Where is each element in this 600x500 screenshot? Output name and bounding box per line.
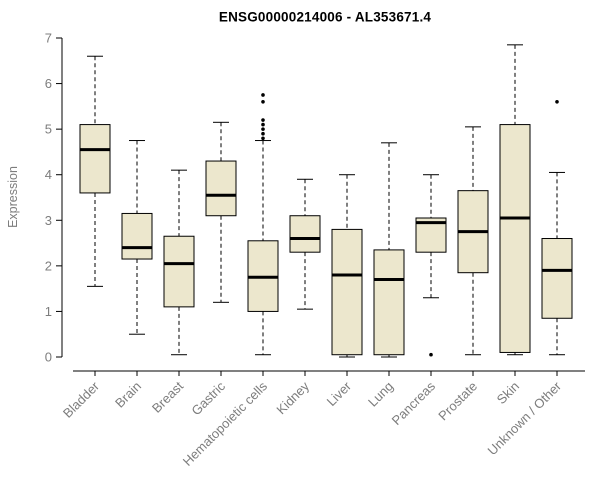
box <box>79 124 111 194</box>
x-tick-label: Gastric <box>188 378 228 418</box>
y-tick-label: 4 <box>45 167 52 182</box>
x-tick-label: Skin <box>494 379 522 407</box>
outlier-point <box>261 127 265 131</box>
box <box>499 124 531 353</box>
x-tick-label: Unknown / Other <box>485 378 565 458</box>
outlier-point <box>429 352 433 357</box>
y-tick-label: 6 <box>45 76 52 91</box>
y-tick-label: 1 <box>45 304 52 319</box>
outlier-point <box>261 118 265 122</box>
outlier-point <box>261 100 265 104</box>
x-tick-label: Kidney <box>273 378 312 417</box>
outlier-point <box>261 93 265 97</box>
y-tick-label: 7 <box>45 31 52 46</box>
outlier-point <box>261 122 265 127</box>
chart-title: ENSG00000214006 - AL353671.4 <box>218 9 432 25</box>
x-tick-label: Breast <box>149 378 186 415</box>
box <box>541 238 573 319</box>
x-tick-label: Bladder <box>60 378 103 421</box>
y-tick-label: 2 <box>45 258 52 273</box>
outlier-point <box>261 131 265 136</box>
y-tick-label: 5 <box>45 122 52 137</box>
x-tick-label: Brain <box>112 379 144 411</box>
box <box>163 235 195 308</box>
x-tick-label: Liver <box>324 378 355 409</box>
x-tick-label: Prostate <box>435 379 480 424</box>
x-tick-label: Lung <box>365 379 396 410</box>
x-tick-label: Pancreas <box>389 378 439 428</box>
box <box>121 212 153 260</box>
outlier-point <box>261 136 265 141</box>
y-tick-label: 0 <box>45 350 52 365</box>
box <box>373 249 405 356</box>
box <box>205 160 237 217</box>
box <box>289 215 321 253</box>
y-tick-label: 3 <box>45 213 52 228</box>
outlier-point <box>555 100 559 104</box>
box <box>331 228 363 356</box>
